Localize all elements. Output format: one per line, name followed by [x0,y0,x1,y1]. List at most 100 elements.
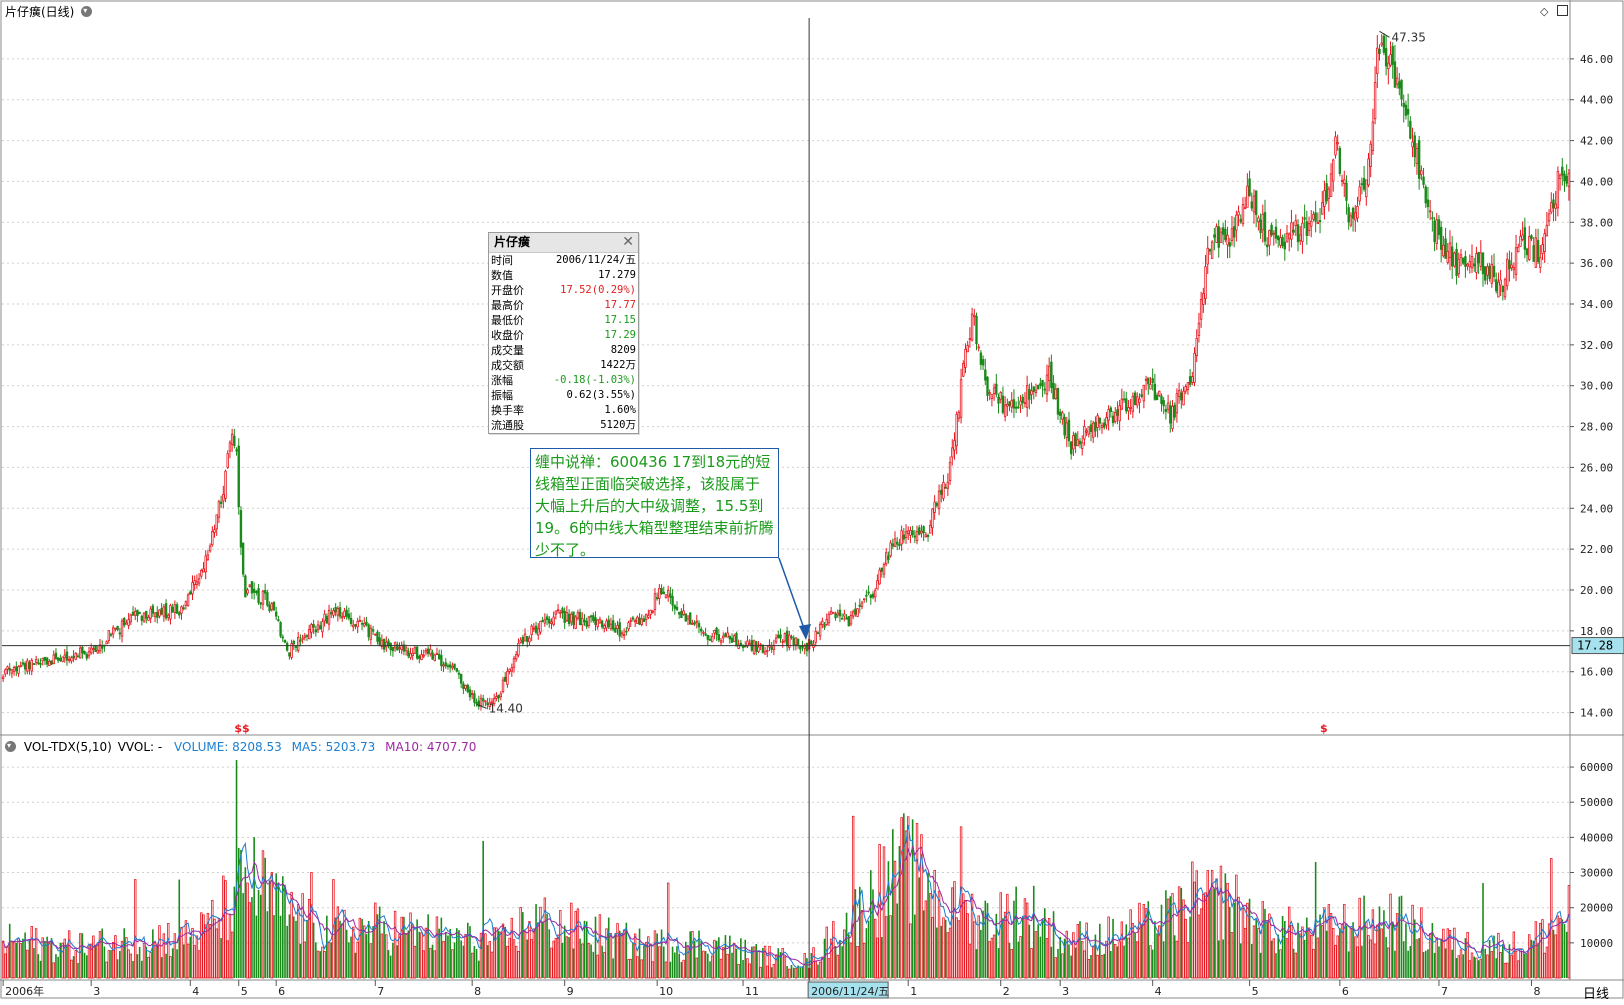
candle-body [1554,203,1557,209]
volume-bar [1400,895,1403,978]
candle-body [658,587,661,599]
tooltip-row-label: 时间 [491,254,513,267]
candle-body [1094,421,1097,432]
diamond-icon[interactable]: ◇ [1540,5,1549,18]
candle-body [1497,281,1500,298]
candle-body [581,618,584,626]
volume-bar [535,904,537,978]
period-tab[interactable]: 日线 [1583,987,1610,1002]
candle-body [197,578,201,584]
candle-body [459,673,463,684]
candle-body [470,693,474,695]
window-restore-icon[interactable] [1557,5,1569,16]
candle-body [162,606,166,617]
close-icon[interactable]: ✕ [622,234,634,250]
settings-icon[interactable]: ▾ [81,6,93,17]
candle-body [1400,79,1403,100]
tooltip-row: 数值 17.279 [489,268,638,283]
candle-body [920,530,923,534]
candle-body [477,700,480,707]
candle-body [554,610,558,615]
volume-bar [94,945,97,978]
candle-body [1536,239,1540,262]
volume-bar [129,953,133,979]
candle-body [1208,248,1212,252]
volume-bar [160,957,163,978]
volume-bar [200,912,203,979]
candle-body [1067,419,1071,442]
candle-body [1210,241,1214,259]
candle-body [1195,338,1198,357]
candle-body [1180,392,1183,401]
candle-body [204,555,207,573]
volume-bar [1448,930,1452,979]
volume-bar [603,952,606,979]
candle-body [65,651,69,661]
tooltip-row-value: 17.29 [604,329,636,341]
candle-body [959,379,963,418]
candle-body [708,638,712,641]
volume-bar [145,946,148,978]
tooltip-row-label: 换手率 [491,404,524,417]
candle-body [1519,236,1522,247]
volume-bar [1090,954,1092,978]
volume-bar [530,939,533,979]
candle-body [823,624,826,628]
candle-body [801,645,804,648]
volume-bar [482,840,484,978]
candle-body [926,534,930,538]
volume-bar [1383,910,1385,978]
volume-bar [671,946,674,978]
volume-bar [1197,914,1201,979]
volume-bar [352,926,355,979]
candle-body [1332,159,1335,182]
volume-bar [995,913,998,978]
volume-bar [537,922,540,979]
candle-body [1074,433,1077,447]
candle-body [955,414,958,447]
volume-bar [1006,893,1009,979]
candle-body [733,635,736,642]
candle-body [418,655,421,659]
volume-bar [367,921,370,978]
candle-body [1072,435,1075,450]
volume-bar [490,951,494,979]
candle-body [301,637,304,640]
volume-bar [449,928,451,978]
volume-bar [1015,886,1017,978]
volume-bar [1123,945,1125,978]
candle-body [1378,48,1381,55]
candle-body [1283,241,1287,250]
candle-body [858,604,861,607]
volume-bar [506,945,509,979]
price-tick-label: 14.00 [1580,707,1613,720]
candle-body [847,616,850,627]
volume-bar [735,948,738,978]
candle-body [1270,224,1273,236]
candle-body [1199,299,1203,320]
volume-bar [1427,949,1429,978]
volume-bar [845,912,848,978]
volume-bar [937,890,941,979]
volume-bar [182,944,185,978]
candle-body [1096,415,1099,428]
candle-body [1219,231,1223,243]
volume-bar [259,894,262,978]
candle-body [499,693,503,698]
volume-bar [1411,904,1414,979]
candle-body [48,661,51,666]
volume-bar [1021,916,1024,978]
indicator-settings-icon[interactable]: ▾ [5,741,16,752]
candle-body [1188,376,1192,385]
current-price-label: 17.28 [1577,639,1613,653]
volume-bar [261,850,265,979]
candle-body [396,644,399,651]
tooltip-row-label: 涨幅 [491,374,513,387]
volume-bar [393,910,397,979]
volume-bar [1486,954,1489,979]
candle-body [1395,77,1399,85]
tooltip-header: 片仔癀 ✕ [489,233,638,253]
candle-body [1182,390,1185,406]
candle-body [755,641,758,652]
